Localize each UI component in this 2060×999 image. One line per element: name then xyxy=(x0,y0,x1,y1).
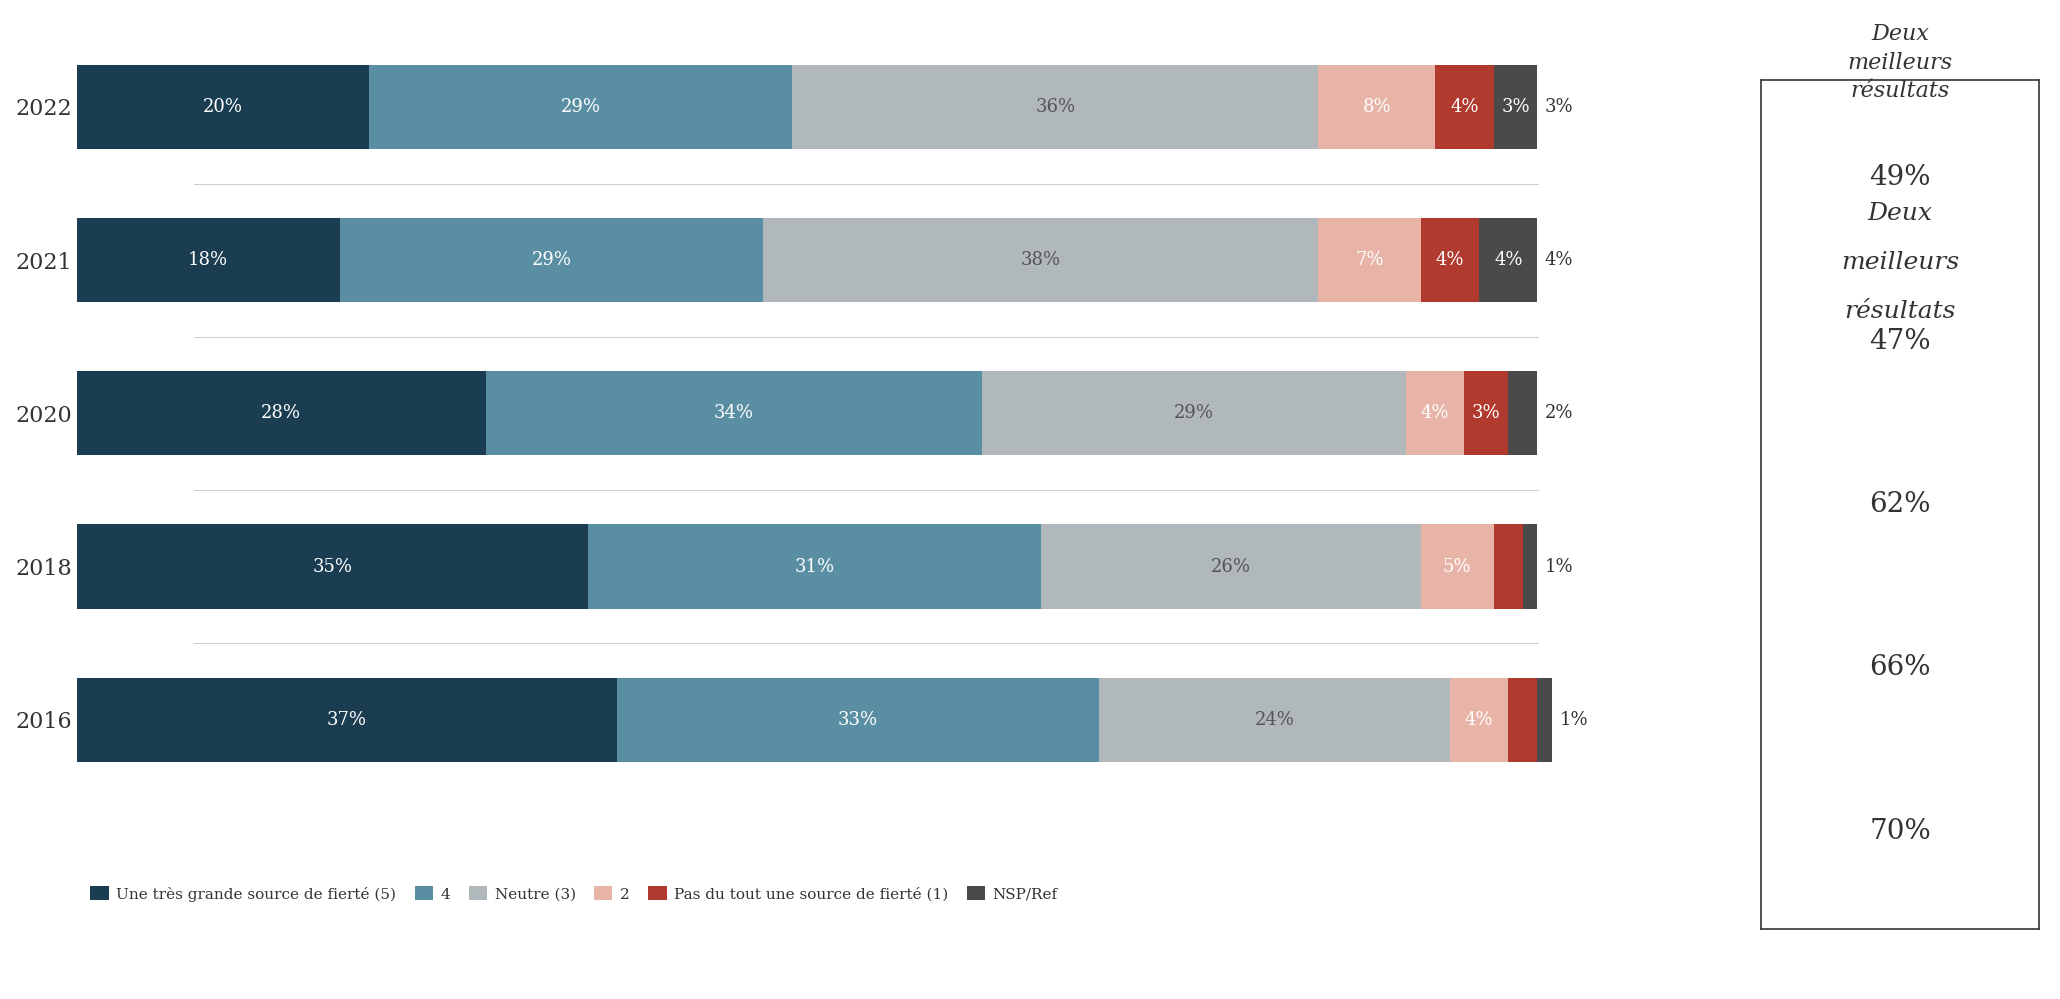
Bar xyxy=(369,65,793,149)
Bar xyxy=(1040,524,1421,608)
Text: 49%: 49% xyxy=(1870,165,1930,192)
Bar xyxy=(762,218,1318,303)
Bar xyxy=(1100,677,1450,762)
Text: 1%: 1% xyxy=(1545,557,1574,575)
Bar xyxy=(340,218,762,303)
Text: 2%: 2% xyxy=(1545,405,1574,423)
Bar xyxy=(76,65,369,149)
Text: 62%: 62% xyxy=(1870,491,1930,518)
Bar xyxy=(76,218,340,303)
Text: 4%: 4% xyxy=(1494,251,1522,269)
Bar xyxy=(1421,218,1479,303)
Text: 3%: 3% xyxy=(1473,405,1500,423)
Text: 18%: 18% xyxy=(187,251,229,269)
Bar xyxy=(1508,372,1537,456)
Bar xyxy=(1318,65,1436,149)
Bar xyxy=(1479,218,1537,303)
Bar xyxy=(76,677,618,762)
Bar xyxy=(793,65,1318,149)
Text: 5%: 5% xyxy=(1442,557,1471,575)
Text: 7%: 7% xyxy=(1355,251,1384,269)
Text: 3%: 3% xyxy=(1502,98,1531,116)
Text: 66%: 66% xyxy=(1870,654,1930,681)
Bar xyxy=(1494,65,1537,149)
Bar xyxy=(1436,65,1494,149)
Text: résultats: résultats xyxy=(1844,301,1957,324)
Text: 24%: 24% xyxy=(1255,711,1294,729)
Text: 29%: 29% xyxy=(531,251,571,269)
Bar xyxy=(1522,524,1537,608)
Bar xyxy=(618,677,1100,762)
Bar xyxy=(587,524,1040,608)
Text: 29%: 29% xyxy=(1174,405,1213,423)
Text: 4%: 4% xyxy=(1436,251,1465,269)
Text: 20%: 20% xyxy=(202,98,243,116)
Text: 47%: 47% xyxy=(1870,328,1930,355)
Text: Deux: Deux xyxy=(1868,203,1932,226)
Bar xyxy=(76,524,587,608)
Text: 35%: 35% xyxy=(313,557,352,575)
Text: 29%: 29% xyxy=(560,98,602,116)
Bar xyxy=(1494,524,1522,608)
Bar xyxy=(1450,677,1508,762)
Bar xyxy=(1318,218,1421,303)
Text: 36%: 36% xyxy=(1036,98,1075,116)
Text: 1%: 1% xyxy=(1559,711,1588,729)
Text: Deux
meilleurs
résultats: Deux meilleurs résultats xyxy=(1848,23,1953,102)
Text: 37%: 37% xyxy=(328,711,367,729)
Text: 34%: 34% xyxy=(715,405,754,423)
Text: 38%: 38% xyxy=(1020,251,1061,269)
Text: 4%: 4% xyxy=(1465,711,1493,729)
Text: 8%: 8% xyxy=(1362,98,1390,116)
Text: 31%: 31% xyxy=(795,557,834,575)
Bar xyxy=(1508,677,1537,762)
Text: 4%: 4% xyxy=(1421,405,1450,423)
Text: 33%: 33% xyxy=(838,711,878,729)
Text: meilleurs: meilleurs xyxy=(1842,252,1959,275)
Text: 28%: 28% xyxy=(262,405,301,423)
Bar xyxy=(486,372,983,456)
Bar xyxy=(1465,372,1508,456)
Bar xyxy=(1537,677,1551,762)
Bar xyxy=(1407,372,1465,456)
Bar xyxy=(983,372,1407,456)
Bar xyxy=(76,372,486,456)
Text: 4%: 4% xyxy=(1450,98,1479,116)
Bar xyxy=(1421,524,1494,608)
Text: 3%: 3% xyxy=(1545,98,1574,116)
Legend: Une très grande source de fierté (5), 4, Neutre (3), 2, Pas du tout une source d: Une très grande source de fierté (5), 4,… xyxy=(84,880,1063,908)
Text: 26%: 26% xyxy=(1211,557,1250,575)
Text: 70%: 70% xyxy=(1870,817,1930,844)
Text: 4%: 4% xyxy=(1545,251,1574,269)
